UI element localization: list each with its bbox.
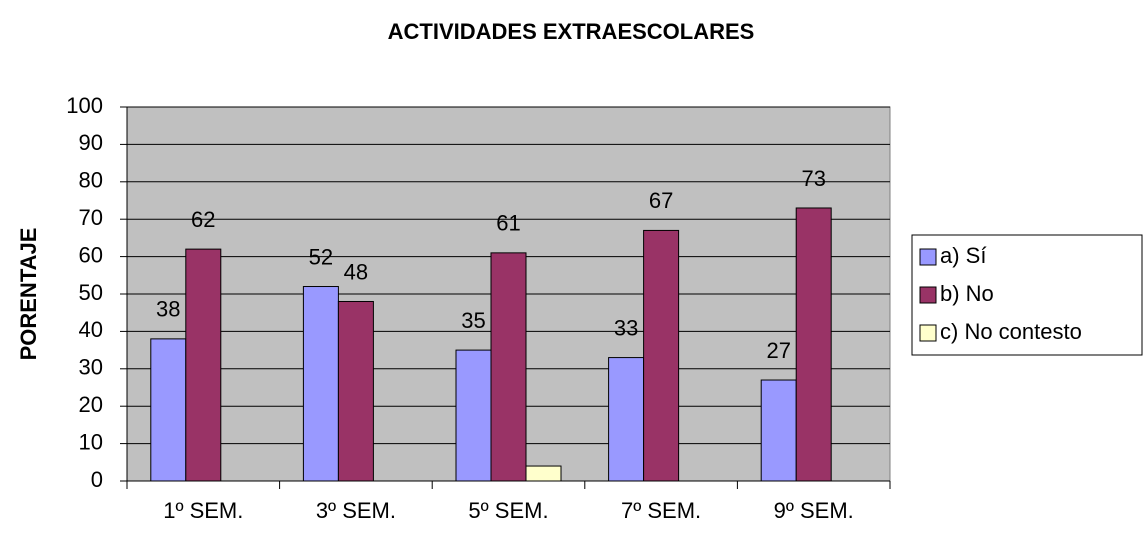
legend-box: [911, 234, 1143, 356]
bar: [455, 349, 492, 482]
bar: [643, 229, 680, 482]
x-tick-label: 5º SEM.: [468, 498, 548, 523]
bar: [302, 286, 339, 482]
bar: [525, 465, 562, 482]
y-axis-label: PORENTAJE: [16, 228, 41, 361]
y-tick-label: 100: [66, 93, 103, 118]
bar: [795, 207, 832, 482]
y-tick-label: 70: [79, 205, 103, 230]
legend-swatch: [919, 286, 937, 304]
y-tick-label: 90: [79, 130, 103, 155]
y-tick-label: 80: [79, 168, 103, 193]
bar: [608, 357, 645, 482]
data-label: 38: [156, 297, 180, 322]
y-tick-label: 40: [79, 317, 103, 342]
y-tick-label: 60: [79, 242, 103, 267]
data-label: 35: [461, 308, 485, 333]
bar: [760, 379, 797, 482]
bar: [490, 252, 527, 482]
data-label: 48: [344, 259, 368, 284]
x-tick-label: 1º SEM.: [163, 498, 243, 523]
data-label: 67: [649, 188, 673, 213]
x-tick-label: 7º SEM.: [621, 498, 701, 523]
legend-label: a) Sí: [940, 243, 986, 268]
data-label: 73: [801, 166, 825, 191]
data-label: 62: [191, 207, 215, 232]
legend-label: c) No contesto: [940, 319, 1082, 344]
bar: [337, 300, 374, 482]
y-tick-label: 0: [91, 467, 103, 492]
legend-swatch: [919, 324, 937, 342]
data-label: 52: [309, 244, 333, 269]
bar: [185, 248, 222, 482]
y-tick-label: 20: [79, 392, 103, 417]
data-label: 33: [614, 315, 638, 340]
chart-title: ACTIVIDADES EXTRAESCOLARES: [388, 19, 755, 44]
data-label: 61: [496, 211, 520, 236]
y-tick-label: 50: [79, 280, 103, 305]
data-label: 27: [766, 338, 790, 363]
y-tick-label: 30: [79, 355, 103, 380]
bar: [150, 338, 187, 482]
legend-label: b) No: [940, 281, 994, 306]
x-tick-label: 3º SEM.: [316, 498, 396, 523]
y-tick-label: 10: [79, 429, 103, 454]
x-tick-label: 9º SEM.: [774, 498, 854, 523]
legend-swatch: [919, 248, 937, 266]
